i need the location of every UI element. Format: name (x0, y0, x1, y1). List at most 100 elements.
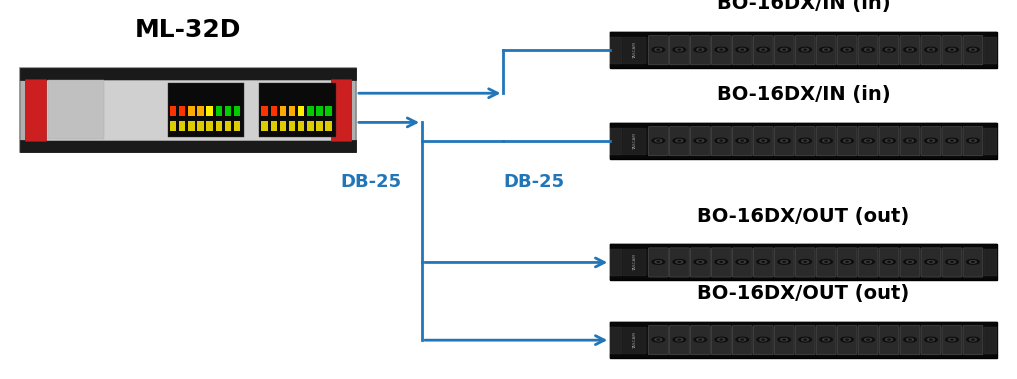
Circle shape (823, 139, 830, 142)
FancyBboxPatch shape (774, 326, 794, 355)
Circle shape (949, 261, 955, 263)
Circle shape (655, 338, 662, 341)
Circle shape (924, 47, 938, 52)
Circle shape (736, 337, 749, 342)
Circle shape (738, 49, 745, 51)
Circle shape (971, 339, 974, 340)
Bar (316, 106, 322, 116)
FancyBboxPatch shape (774, 36, 794, 65)
Circle shape (924, 337, 938, 342)
Circle shape (967, 260, 979, 264)
Circle shape (951, 339, 953, 340)
Text: TASCAM: TASCAM (633, 254, 637, 271)
Circle shape (861, 47, 875, 52)
FancyBboxPatch shape (732, 36, 753, 65)
Circle shape (718, 139, 725, 142)
Circle shape (967, 47, 979, 52)
FancyBboxPatch shape (795, 326, 815, 355)
Circle shape (866, 140, 870, 141)
Circle shape (781, 261, 787, 263)
Bar (261, 121, 267, 131)
Text: TASCAM: TASCAM (633, 133, 637, 150)
Circle shape (762, 49, 765, 50)
Circle shape (738, 338, 745, 341)
Circle shape (697, 49, 704, 51)
Circle shape (924, 138, 938, 143)
Circle shape (760, 338, 767, 341)
FancyBboxPatch shape (20, 68, 356, 152)
Bar (188, 106, 194, 116)
Circle shape (778, 337, 790, 342)
Circle shape (715, 260, 727, 264)
FancyBboxPatch shape (921, 127, 941, 156)
Bar (610, 32, 997, 37)
Circle shape (946, 260, 958, 264)
Circle shape (760, 139, 767, 142)
Circle shape (799, 260, 812, 264)
Circle shape (928, 139, 935, 142)
Text: BO-16DX/IN (in): BO-16DX/IN (in) (717, 85, 890, 104)
Circle shape (825, 140, 828, 141)
Bar (206, 121, 213, 131)
Text: TASCAM: TASCAM (633, 42, 637, 59)
Circle shape (888, 140, 890, 141)
Circle shape (906, 139, 913, 142)
Circle shape (757, 138, 770, 143)
Bar (179, 121, 185, 131)
FancyBboxPatch shape (858, 127, 878, 156)
FancyBboxPatch shape (837, 248, 857, 277)
FancyBboxPatch shape (921, 36, 941, 65)
FancyBboxPatch shape (669, 36, 690, 65)
FancyBboxPatch shape (921, 326, 941, 355)
Circle shape (741, 49, 743, 50)
FancyBboxPatch shape (837, 326, 857, 355)
Circle shape (930, 140, 933, 141)
FancyBboxPatch shape (732, 127, 753, 156)
Bar (280, 106, 286, 116)
Text: BO-16DX/OUT (out): BO-16DX/OUT (out) (698, 207, 909, 226)
Bar (325, 121, 332, 131)
Bar (984, 37, 997, 64)
Circle shape (757, 47, 770, 52)
Bar (216, 121, 222, 131)
Circle shape (886, 139, 893, 142)
Circle shape (841, 47, 853, 52)
Circle shape (652, 337, 664, 342)
Bar (225, 121, 231, 131)
FancyBboxPatch shape (732, 248, 753, 277)
FancyBboxPatch shape (963, 36, 982, 65)
FancyBboxPatch shape (837, 36, 857, 65)
FancyBboxPatch shape (817, 36, 836, 65)
Circle shape (736, 47, 749, 52)
Circle shape (864, 139, 872, 142)
FancyBboxPatch shape (649, 326, 668, 355)
FancyBboxPatch shape (795, 127, 815, 156)
Circle shape (694, 260, 707, 264)
Circle shape (904, 138, 916, 143)
Circle shape (820, 337, 832, 342)
FancyBboxPatch shape (610, 32, 997, 68)
Circle shape (906, 338, 913, 341)
Circle shape (825, 49, 828, 50)
Bar (170, 106, 176, 116)
Circle shape (949, 49, 955, 51)
Text: BO-16DX/IN (in): BO-16DX/IN (in) (717, 0, 890, 13)
FancyBboxPatch shape (879, 326, 899, 355)
Circle shape (738, 139, 745, 142)
Circle shape (928, 338, 935, 341)
Circle shape (866, 49, 870, 50)
FancyBboxPatch shape (754, 36, 773, 65)
Circle shape (904, 260, 916, 264)
Circle shape (697, 261, 704, 263)
Bar (48, 80, 104, 139)
Circle shape (657, 339, 660, 340)
Bar (206, 106, 213, 116)
Circle shape (673, 138, 685, 143)
Bar (225, 106, 231, 116)
Circle shape (864, 261, 872, 263)
Bar (984, 249, 997, 276)
Circle shape (844, 261, 850, 263)
FancyBboxPatch shape (754, 127, 773, 156)
Circle shape (844, 139, 850, 142)
Circle shape (697, 139, 704, 142)
